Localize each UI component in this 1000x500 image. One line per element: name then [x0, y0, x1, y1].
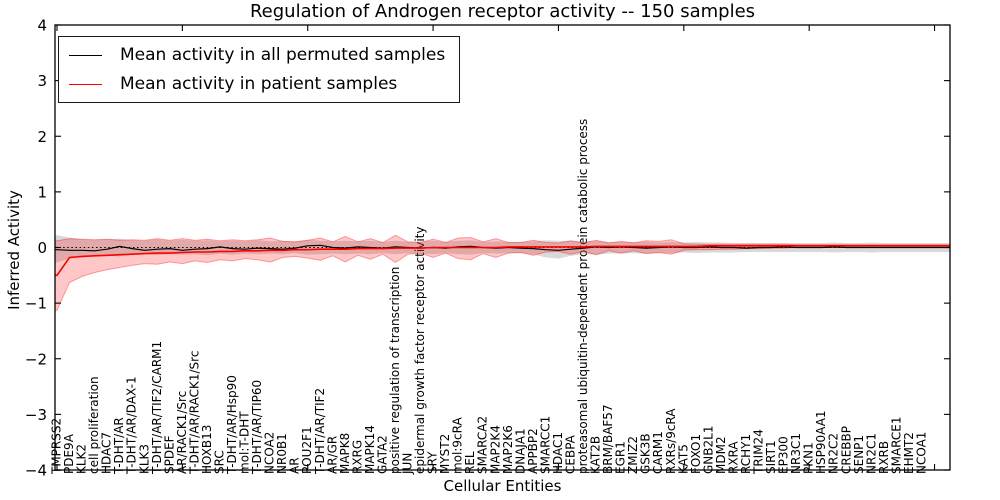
x-tick-label: FOXO1: [689, 434, 703, 474]
x-tick-label: BRM/BAF57: [601, 404, 615, 474]
x-tick-label: T-DHT/AR/DAX-1: [125, 376, 139, 475]
x-tick-label: HSP90AA1: [814, 410, 828, 474]
x-tick-label: CARM1: [651, 431, 665, 474]
legend-label-permuted-samples: Mean activity in all permuted samples: [120, 45, 446, 65]
x-tick-label: NR3C1: [789, 433, 803, 474]
x-tick-label: APPBP2: [526, 428, 540, 474]
legend-label-patient-samples: Mean activity in patient samples: [120, 74, 398, 94]
chart-legend: Mean activity in all permuted samples Me…: [58, 36, 461, 103]
x-tick-label: RXRs/9cRA: [664, 408, 678, 474]
x-tick-label: ZMIZ2: [626, 436, 640, 474]
legend-item-permuted-samples: Mean activity in all permuted samples: [69, 44, 445, 66]
legend-line-sample-black: [69, 54, 102, 56]
x-tick-label: cell proliferation: [87, 376, 101, 474]
y-tick-label: −1: [25, 295, 47, 313]
patient-mean-line: [55, 245, 950, 277]
x-tick-label: NR0B1: [275, 433, 289, 474]
x-tick-label: RCHY1: [739, 434, 753, 474]
x-tick-label: MAPK8: [338, 433, 352, 474]
x-tick-label: SRY: [426, 451, 440, 474]
x-tick-label: GATA2: [375, 435, 389, 474]
y-tick-label: 0: [37, 239, 47, 257]
x-tick-label: GSK3B: [639, 433, 653, 474]
x-tick-label: HDAC7: [100, 432, 114, 474]
x-tick-label: MDM2: [714, 436, 728, 474]
x-tick-label: positive regulation of transcription: [388, 267, 402, 474]
x-tick-label: T-DHT/AR/RACK1/Src: [187, 351, 201, 475]
x-tick-label: epidermal growth factor receptor activit…: [413, 227, 427, 474]
x-tick-label: proteasomal ubiquitin-dependent protein …: [576, 119, 590, 474]
x-tick-label: POU2F1: [300, 426, 314, 474]
x-axis-label: Cellular Entities: [443, 477, 562, 495]
x-tick-label: DNAJA1: [513, 428, 527, 474]
legend-item-patient-samples: Mean activity in patient samples: [69, 73, 445, 95]
x-tick-label: T-DHT/AR/TIF2: [313, 388, 327, 475]
x-tick-label: SIRT1: [764, 440, 778, 474]
x-tick-label: mol:9cRA: [451, 417, 465, 474]
x-tick-label: SMARCC1: [538, 416, 552, 474]
x-tick-label: TRIM24: [752, 429, 766, 475]
chart-title: Regulation of Androgen receptor activity…: [249, 1, 756, 22]
x-tick-label: T-DHT/AR/Hsp90: [225, 375, 239, 475]
x-tick-label: CREBBP: [839, 426, 853, 474]
x-tick-label: GNB2L1: [701, 426, 715, 474]
x-tick-label: MAP2K6: [501, 425, 515, 474]
y-tick-label: 1: [37, 183, 47, 201]
x-tick-label: TMPRSS2: [50, 418, 64, 475]
x-tick-label: AR/GR: [325, 436, 339, 474]
y-tick-label: −4: [25, 462, 47, 480]
x-tick-label: PDE9A: [62, 433, 76, 474]
x-tick-label: PKN1: [802, 442, 816, 474]
x-tick-label: RXRA: [726, 441, 740, 474]
x-tick-label: EGR1: [614, 441, 628, 474]
x-tick-label: HDAC1: [551, 432, 565, 474]
y-tick-label: −2: [25, 350, 47, 368]
x-tick-label: HOXB13: [200, 425, 214, 474]
x-tick-label: SPDEF: [162, 435, 176, 474]
y-tick-label: −3: [25, 406, 47, 424]
x-tick-label: REL: [463, 451, 477, 474]
legend-line-sample-red: [69, 83, 102, 85]
x-tick-label: MAP2K4: [488, 425, 502, 474]
x-tick-label: CEBPA: [563, 434, 577, 474]
x-tick-label: NR2C1: [864, 433, 878, 474]
y-tick-label: 4: [37, 17, 47, 35]
x-tick-label: KAT5: [676, 444, 690, 474]
x-tick-label: SMARCE1: [889, 416, 903, 474]
x-tick-label: MYST2: [438, 434, 452, 474]
x-tick-label: SRC: [212, 450, 226, 474]
x-tick-label: NCOA1: [915, 432, 929, 474]
x-tick-label: T-DHT/AR/TIP60: [250, 380, 264, 475]
x-tick-label: AR/RACK1/Src: [175, 391, 189, 474]
x-tick-label: T-DHT/AR: [112, 417, 126, 475]
x-tick-label: KAT2B: [589, 436, 603, 474]
y-tick-label: 2: [37, 128, 47, 146]
x-tick-label: SENP1: [852, 435, 866, 474]
x-tick-label: RXRG: [350, 440, 364, 474]
y-axis-label: Inferred Activity: [5, 190, 23, 310]
x-tick-label: MAPK14: [363, 425, 377, 474]
x-tick-label: NCOA2: [263, 432, 277, 474]
x-tick-label: KLK3: [137, 444, 151, 474]
permuted-samples-band: [55, 235, 950, 263]
x-tick-label: NR2C2: [827, 433, 841, 474]
x-tick-label: SMARCA2: [476, 416, 490, 474]
x-tick-label: T-DHT/AR/TIF2/CARM1: [150, 341, 164, 475]
x-tick-label: EHMT2: [902, 432, 916, 474]
x-tick-label: RXRB: [877, 441, 891, 474]
x-tick-label: EP300: [777, 436, 791, 474]
x-tick-label: mol:T-DHT: [238, 411, 252, 474]
x-tick-label: KLK2: [75, 444, 89, 474]
y-tick-label: 3: [37, 72, 47, 90]
